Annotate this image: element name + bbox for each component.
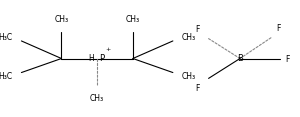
Text: H: H <box>88 54 94 63</box>
Text: CH₃: CH₃ <box>90 94 104 103</box>
Text: CH₃: CH₃ <box>182 72 196 80</box>
Text: F: F <box>285 55 289 64</box>
Text: F: F <box>195 25 199 34</box>
Text: CH₃: CH₃ <box>182 33 196 42</box>
Text: H₃C: H₃C <box>0 33 13 42</box>
Text: P: P <box>99 54 104 63</box>
Text: H₃C: H₃C <box>0 72 13 80</box>
Text: B: B <box>237 54 243 63</box>
Text: CH₃: CH₃ <box>126 15 140 24</box>
Text: F: F <box>276 24 281 33</box>
Text: +: + <box>105 47 111 52</box>
Text: CH₃: CH₃ <box>54 15 68 24</box>
Text: F: F <box>195 84 199 93</box>
